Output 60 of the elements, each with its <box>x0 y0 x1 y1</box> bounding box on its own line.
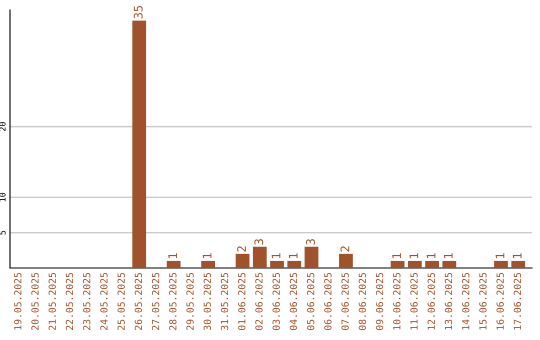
x-tick-label: 08.06.2025 <box>358 272 366 330</box>
data-label: 1 <box>444 253 453 258</box>
bar <box>287 260 302 268</box>
x-tick-label: 06.06.2025 <box>324 272 332 330</box>
x-tick-label: 01.06.2025 <box>238 272 246 330</box>
data-label: 2 <box>237 246 246 252</box>
x-tick-label: 13.06.2025 <box>444 272 452 330</box>
data-label: 1 <box>288 253 298 258</box>
x-tick-label: 26.05.2025 <box>134 272 142 330</box>
data-label: 1 <box>202 253 212 258</box>
data-label: 2 <box>340 246 350 252</box>
x-tick-label: 17.06.2025 <box>514 272 522 330</box>
data-label: 3 <box>306 239 315 245</box>
x-tick-label: 10.06.2025 <box>393 272 400 330</box>
bar <box>270 260 284 268</box>
x-tick-label: 14.06.2025 <box>462 272 470 330</box>
bar <box>494 260 508 268</box>
data-label: 35 <box>134 6 143 18</box>
x-tick-label: 19.05.2025 <box>14 272 22 330</box>
x-tick-label: 30.05.2025 <box>204 272 211 330</box>
x-tick-label: 07.06.2025 <box>341 272 349 330</box>
bar <box>201 260 216 268</box>
x-tick-label: 24.05.2025 <box>100 272 108 330</box>
x-tick-label: 21.05.2025 <box>48 272 56 330</box>
bar <box>304 246 318 268</box>
bar <box>442 260 456 268</box>
data-label: 1 <box>168 253 177 258</box>
x-tick-label: 03.06.2025 <box>272 272 280 330</box>
data-label: 3 <box>254 239 264 245</box>
x-tick-label: 12.06.2025 <box>428 272 435 330</box>
x-tick-label: 15.06.2025 <box>479 272 487 330</box>
bar <box>339 254 353 268</box>
bar <box>252 246 267 268</box>
bar <box>390 260 405 268</box>
bar <box>132 20 146 268</box>
x-tick-label: 25.05.2025 <box>117 272 125 330</box>
x-tick-label: 05.06.2025 <box>306 272 314 330</box>
data-label: 1 <box>272 253 280 258</box>
x-tick-label: 20.05.2025 <box>31 272 39 330</box>
x-tick-label: 02.06.2025 <box>255 272 263 330</box>
x-tick-label: 29.05.2025 <box>186 272 194 330</box>
data-label: 1 <box>426 253 436 258</box>
data-label: 1 <box>392 253 401 258</box>
x-tick-label: 09.06.2025 <box>376 272 384 330</box>
data-label: 1 <box>512 253 522 258</box>
x-tick-label: 28.05.2025 <box>169 272 177 330</box>
data-label: 1 <box>496 253 504 258</box>
bar <box>511 260 526 268</box>
bar <box>166 260 181 268</box>
x-tick-label: 22.05.2025 <box>66 272 74 330</box>
x-tick-label: 11.06.2025 <box>410 272 418 330</box>
bar <box>408 260 422 268</box>
x-tick-label: 31.05.2025 <box>220 272 228 330</box>
bar <box>236 254 250 268</box>
x-tick-label: 27.05.2025 <box>152 272 160 330</box>
bar <box>425 260 439 268</box>
x-tick-label: 04.06.2025 <box>290 272 298 330</box>
x-tick-label: 23.05.2025 <box>83 272 90 330</box>
x-tick-label: 16.06.2025 <box>496 272 504 330</box>
data-label: 1 <box>410 253 418 258</box>
